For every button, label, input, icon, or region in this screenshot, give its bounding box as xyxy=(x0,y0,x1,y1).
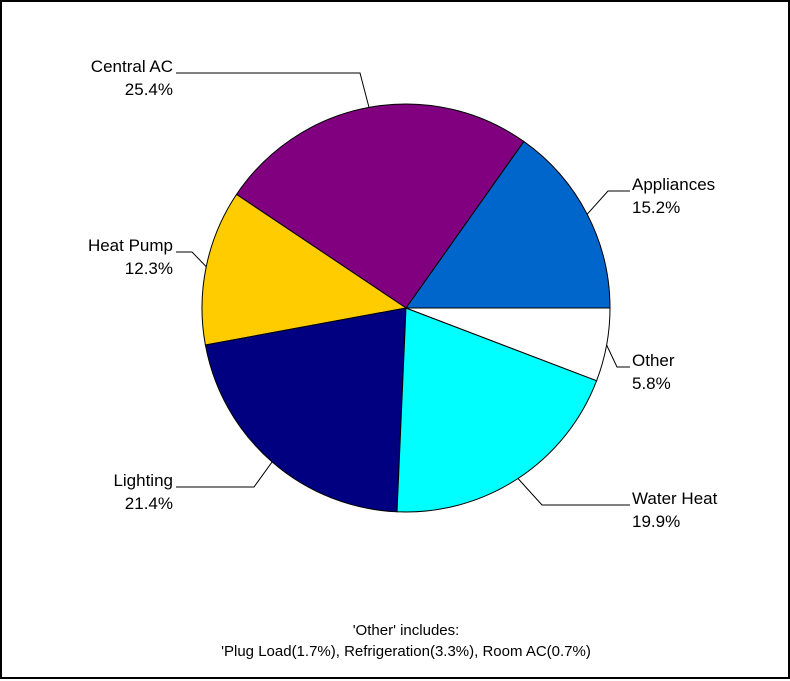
label-leader-lines xyxy=(176,72,630,506)
pie-slice-lighting xyxy=(204,307,407,513)
slice-label-central-ac: Central AC xyxy=(91,57,173,76)
leader-line-appliances xyxy=(586,190,630,215)
slice-value-heat-pump: 12.3% xyxy=(125,259,173,278)
slice-value-appliances: 15.2% xyxy=(632,198,680,217)
pie-slice-appliances xyxy=(405,140,611,309)
leader-line-heat-pump xyxy=(176,251,207,267)
leader-line-central-ac xyxy=(176,72,370,108)
slice-value-water-heat: 19.9% xyxy=(632,512,680,531)
label-central-ac: Central AC 25.4% xyxy=(91,57,173,99)
footnote-line-2: 'Plug Load(1.7%), Refrigeration(3.3%), R… xyxy=(221,643,591,660)
label-water-heat: Water Heat 19.9% xyxy=(632,489,718,531)
label-appliances: Appliances 15.2% xyxy=(632,175,715,217)
footnote-line-1: 'Other' includes: xyxy=(353,622,460,639)
slice-label-other: Other xyxy=(632,351,675,370)
slice-value-other: 5.8% xyxy=(632,374,671,393)
label-lighting: Lighting 21.4% xyxy=(113,471,173,513)
leader-line-other xyxy=(606,344,630,368)
leader-line-water-heat xyxy=(517,478,630,506)
pie-slice-heat-pump xyxy=(201,193,408,346)
pie-slice-other xyxy=(405,307,611,382)
footnote: 'Other' includes: 'Plug Load(1.7%), Refr… xyxy=(221,622,591,660)
slice-label-heat-pump: Heat Pump xyxy=(88,236,173,255)
slice-value-central-ac: 25.4% xyxy=(125,80,173,99)
slice-value-lighting: 21.4% xyxy=(125,494,173,513)
slice-label-water-heat: Water Heat xyxy=(632,489,718,508)
pie-slices xyxy=(201,103,611,513)
label-other: Other 5.8% xyxy=(632,351,675,393)
slice-label-lighting: Lighting xyxy=(113,471,173,490)
label-heat-pump: Heat Pump 12.3% xyxy=(88,236,173,278)
slice-label-appliances: Appliances xyxy=(632,175,715,194)
leader-line-lighting xyxy=(176,461,273,488)
